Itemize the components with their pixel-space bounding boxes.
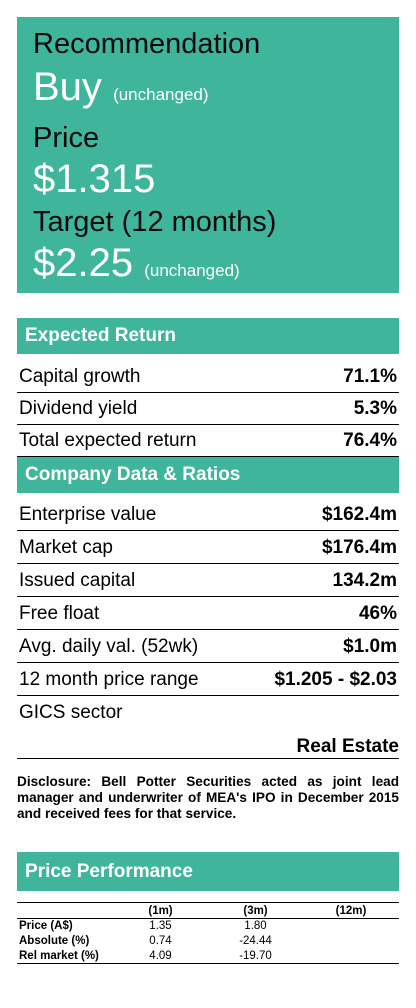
recommendation-panel: Recommendation Buy (unchanged) Price $1.… [17,17,399,293]
divider [17,758,399,759]
price-value: $1.315 [33,157,156,201]
table-row: Dividend yield 5.3% [17,394,399,425]
row-value: 5.3% [353,398,397,419]
row-label: Market cap [19,537,113,558]
cell-12m [303,919,399,934]
target-value-line: $2.25 (unchanged) [33,241,383,293]
row-label: Dividend yield [19,398,138,419]
cell-12m [303,934,399,949]
cell-1m: 0.74 [149,935,172,947]
company-data-header: Company Data & Ratios [17,457,399,493]
row-label: Issued capital [19,570,136,591]
row-value: $1.205 - $2.03 [274,669,397,690]
target-label: Target (12 months) [33,206,277,238]
target-note: (unchanged) [144,261,240,280]
table-row: Absolute (%) 0.74 -24.44 [17,934,399,949]
gics-sector-value: Real Estate [296,736,399,757]
expected-return-header: Expected Return [17,318,399,354]
column-header: (3m) [208,902,303,919]
price-performance-table: (1m) (3m) (12m) Price (A$) 1.35 1.80 Abs… [17,902,399,964]
row-label: 12 month price range [19,669,199,690]
cell-1m: 1.35 [149,920,172,933]
recommendation-label: Recommendation [33,28,261,60]
row-value: 46% [358,603,397,624]
recommendation-value-line: Buy (unchanged) [33,65,383,117]
table-row: Market cap $176.4m [17,533,399,564]
cell-1m: 4.09 [113,948,208,964]
table-row: Capital growth 71.1% [17,362,399,393]
column-header: (12m) [303,902,399,919]
row-value: 134.2m [332,570,397,591]
recommendation-note: (unchanged) [113,85,209,104]
row-label: Rel market (%) [17,948,113,964]
row-label: Absolute (%) [19,935,90,947]
price-label: Price [33,122,100,154]
table-row: Enterprise value $162.4m [17,500,399,531]
row-value: $1.0m [343,636,397,657]
row-label: Total expected return [19,430,197,451]
column-header [17,902,113,919]
price-performance-header: Price Performance [17,852,399,891]
row-label: Free float [19,603,100,624]
row-label: Capital growth [19,366,141,387]
cell-3m: -24.44 [239,935,272,947]
row-value: $176.4m [321,537,397,558]
row-label: Price (A$) [19,920,73,933]
table-row: Price (A$) 1.35 1.80 [17,919,399,934]
table-row: Avg. daily val. (52wk) $1.0m [17,632,399,663]
row-label: Avg. daily val. (52wk) [19,636,199,657]
column-header: (1m) [113,902,208,919]
row-value: 71.1% [343,366,397,387]
cell-12m [303,948,399,964]
disclosure-text: Disclosure: Bell Potter Securities acted… [17,774,399,821]
table-header-row: (1m) (3m) (12m) [17,902,399,919]
table-row: Issued capital 134.2m [17,566,399,597]
table-row: Rel market (%) 4.09 -19.70 [17,948,399,964]
row-label: Enterprise value [19,504,157,525]
target-value: $2.25 [33,241,134,285]
gics-sector-label: GICS sector [19,702,123,723]
table-row: Free float 46% [17,599,399,630]
table-row: Total expected return 76.4% [17,426,399,457]
cell-3m: -19.70 [208,948,303,964]
table-row: 12 month price range $1.205 - $2.03 [17,665,399,696]
recommendation-value: Buy [33,65,102,109]
row-value: 76.4% [343,430,397,451]
cell-3m: 1.80 [244,920,267,933]
row-value: $162.4m [321,504,397,525]
